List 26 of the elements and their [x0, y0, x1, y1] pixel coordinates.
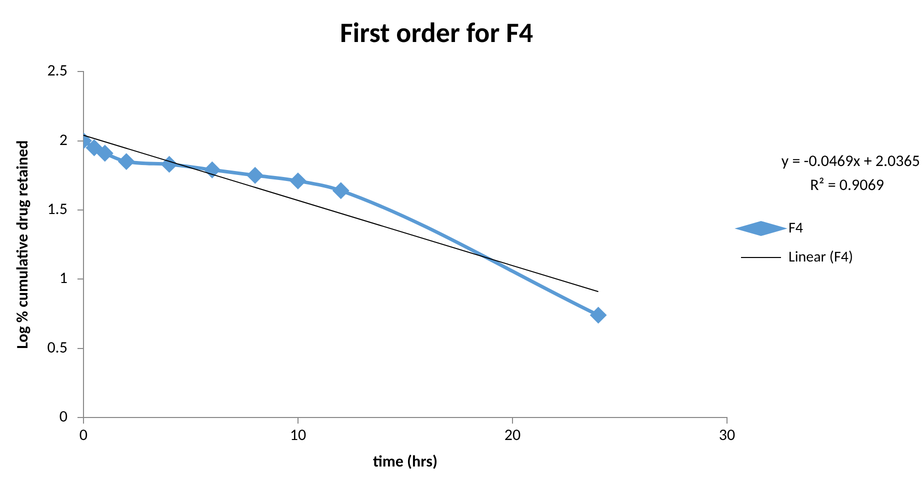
point	[162, 156, 178, 172]
y-axis-title: Log % cumulative drug retained	[14, 140, 33, 349]
point	[247, 168, 263, 184]
x-axis-title: time (hrs)	[372, 452, 438, 472]
x-tick-label: 30	[718, 426, 736, 446]
text: y = -0.0469x + 2.0365	[780, 151, 920, 173]
point	[97, 146, 113, 162]
y-tick-label: 2	[59, 130, 68, 150]
chart-title: First order for F4	[340, 14, 534, 50]
legend-label: Linear (F4)	[788, 248, 854, 266]
x-tick-label: 0	[79, 426, 88, 446]
point	[86, 140, 102, 156]
point	[118, 154, 134, 170]
point	[333, 182, 349, 198]
y-tick-label: 2.5	[47, 62, 68, 81]
y-tick-label: 0.5	[47, 338, 68, 358]
y-tick-label: 1	[59, 269, 68, 288]
point	[204, 162, 220, 178]
y-tick-label: 1.5	[47, 200, 68, 219]
point	[290, 173, 306, 189]
x-tick-label: 10	[290, 426, 306, 446]
legend-label: F4	[788, 219, 804, 238]
text: R² = 0.9069	[809, 175, 885, 197]
x-tick-label: 20	[504, 426, 521, 446]
point	[590, 307, 606, 323]
y-tick-label: 0	[59, 408, 68, 427]
